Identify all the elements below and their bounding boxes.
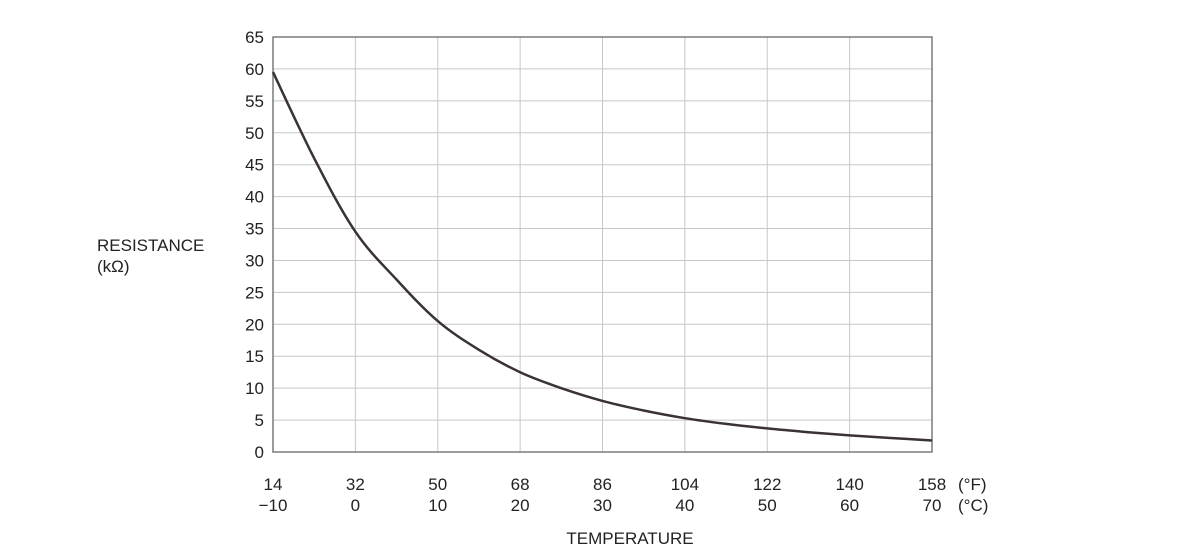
y-tick-label-6: 30 — [245, 251, 264, 270]
series-line-resistance — [271, 71, 933, 442]
y-tick-label-0: 0 — [255, 443, 264, 462]
x-unit-celsius: (°C) — [958, 496, 988, 515]
y-tick-label-2: 10 — [245, 379, 264, 398]
y-tick-label-4: 20 — [245, 315, 264, 334]
y-tick-label-11: 55 — [245, 92, 264, 111]
x-tick-label-c-2: 10 — [428, 496, 447, 515]
x-unit-fahrenheit: (°F) — [958, 475, 987, 494]
x-axis-label: TEMPERATURE — [566, 529, 693, 548]
y-tick-label-10: 50 — [245, 124, 264, 143]
x-tick-label-f-4: 86 — [593, 475, 612, 494]
y-tick-label-13: 65 — [245, 28, 264, 47]
x-tick-label-f-2: 50 — [428, 475, 447, 494]
x-tick-label-f-6: 122 — [753, 475, 781, 494]
y-tick-label-1: 5 — [255, 411, 264, 430]
y-axis-label-line2: (kΩ) — [97, 257, 130, 276]
y-tick-label-7: 35 — [245, 220, 264, 239]
x-tick-label-c-0: −10 — [259, 496, 288, 515]
x-tick-label-c-6: 50 — [758, 496, 777, 515]
x-tick-label-c-7: 60 — [840, 496, 859, 515]
y-tick-label-12: 60 — [245, 60, 264, 79]
y-tick-label-5: 25 — [245, 283, 264, 302]
x-tick-label-f-0: 14 — [264, 475, 283, 494]
x-tick-label-c-3: 20 — [511, 496, 530, 515]
x-tick-label-c-8: 70 — [923, 496, 942, 515]
x-tick-label-f-8: 158 — [918, 475, 946, 494]
y-tick-label-9: 45 — [245, 156, 264, 175]
x-tick-label-f-3: 68 — [511, 475, 530, 494]
x-tick-label-f-7: 140 — [835, 475, 863, 494]
x-axis-tick-labels: 14 −10 32 0 50 10 68 20 86 30 104 40 122 50 140 60 158 70 — [259, 475, 947, 515]
y-axis-label-line1: RESISTANCE — [97, 236, 204, 255]
x-tick-label-c-5: 40 — [675, 496, 694, 515]
x-tick-label-c-4: 30 — [593, 496, 612, 515]
x-tick-label-c-1: 0 — [351, 496, 360, 515]
plot-frame — [272, 36, 933, 453]
y-tick-label-8: 40 — [245, 188, 264, 207]
y-tick-label-3: 15 — [245, 347, 264, 366]
x-tick-label-f-5: 104 — [671, 475, 699, 494]
x-tick-label-f-1: 32 — [346, 475, 365, 494]
y-axis-tick-labels: 0 5 10 15 20 25 30 35 40 45 50 55 60 65 — [245, 28, 264, 462]
grid-lines — [272, 36, 933, 453]
